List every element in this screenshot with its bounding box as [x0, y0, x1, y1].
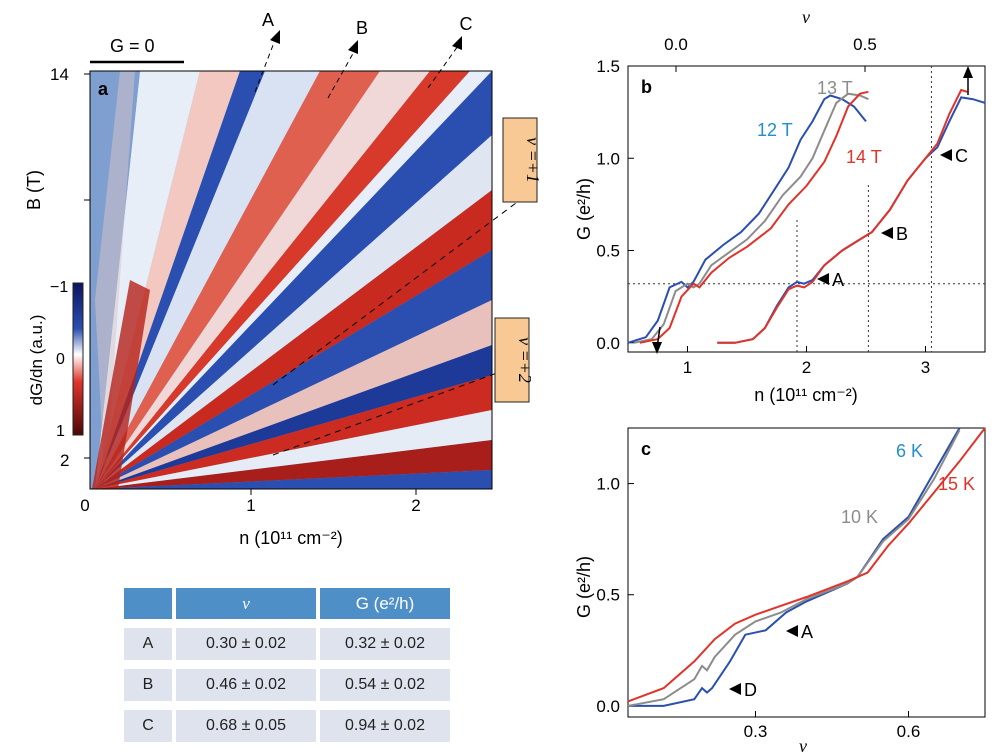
callout-c: C [460, 14, 473, 34]
callout-c-arrow [452, 36, 462, 50]
ylabel-a: B (T) [24, 170, 44, 210]
cbar-tick-mid: 0 [56, 351, 65, 368]
table-row: A 0.30 ± 0.02 0.32 ± 0.02 [124, 628, 450, 660]
nu2-label: ν =+2 [515, 337, 535, 383]
table-cell: A [124, 628, 172, 660]
table-cell: 0.46 ± 0.02 [176, 669, 316, 701]
table-header: ν [176, 588, 316, 619]
panel-a-letter: a [98, 79, 109, 99]
ytick-a-bottom: 2 [60, 451, 69, 470]
table-cell: 0.68 ± 0.05 [176, 710, 316, 742]
nu2-box [494, 317, 530, 403]
table-row: C 0.68 ± 0.05 0.94 ± 0.02 [124, 710, 450, 742]
nu2-line [272, 369, 506, 456]
colorbar [72, 282, 84, 436]
cbar-tick-bottom: 1 [56, 423, 65, 440]
table-header: G (e²/h) [320, 588, 450, 619]
ytick-a-top: 14 [50, 65, 69, 84]
callout-b-arrow [348, 40, 358, 54]
table-cell: B [124, 669, 172, 701]
table-header [124, 588, 172, 619]
callout-b: B [356, 18, 368, 38]
callout-a-arrow [270, 30, 280, 44]
callout-a-line [254, 39, 276, 93]
xtick-a-2: 2 [411, 496, 420, 515]
nu1-box [502, 117, 538, 203]
table-cell: 0.94 ± 0.02 [320, 710, 450, 742]
cbar-tick-top: −1 [50, 279, 68, 296]
table-row: B 0.46 ± 0.02 0.54 ± 0.02 [124, 669, 450, 701]
table-cell: 0.54 ± 0.02 [320, 669, 450, 701]
callout-a: A [262, 10, 274, 30]
table-cell: C [124, 710, 172, 742]
heatmap-area [90, 71, 492, 489]
table-cell: 0.32 ± 0.02 [320, 628, 450, 660]
summary-table-wrap: ν G (e²/h) A 0.30 ± 0.02 0.32 ± 0.02 B 0… [120, 579, 454, 751]
table-cell: 0.30 ± 0.02 [176, 628, 316, 660]
xtick-a-1: 1 [246, 496, 255, 515]
g0-label: G = 0 [110, 36, 155, 56]
xlabel-a: n (10¹¹ cm⁻²) [239, 528, 343, 548]
nu1-line [272, 199, 521, 386]
nu1-label: ν =+1 [523, 137, 543, 183]
summary-table: ν G (e²/h) A 0.30 ± 0.02 0.32 ± 0.02 B 0… [120, 579, 454, 751]
xtick-a-0: 0 [80, 496, 89, 515]
callout-b-line [327, 49, 356, 99]
colorbar-title: dG/dn (a.u.) [27, 315, 46, 406]
